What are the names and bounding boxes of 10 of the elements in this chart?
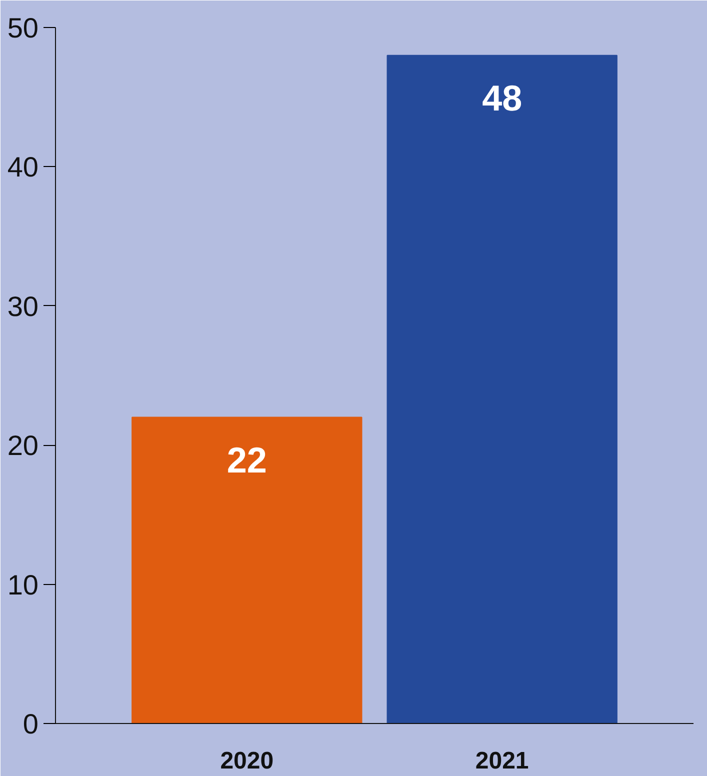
x-tick-label: 2020 — [220, 748, 274, 774]
y-tick-label: 0 — [22, 708, 39, 740]
y-tick-label: 50 — [7, 12, 39, 44]
data-label: 48 — [482, 77, 522, 118]
x-tick-label: 2021 — [475, 748, 529, 774]
y-tick-label: 20 — [7, 430, 39, 462]
data-label: 22 — [226, 439, 267, 480]
y-tick-label: 10 — [7, 569, 39, 600]
y-tick-label: 30 — [7, 290, 39, 322]
y-tick-label: 40 — [7, 152, 39, 183]
